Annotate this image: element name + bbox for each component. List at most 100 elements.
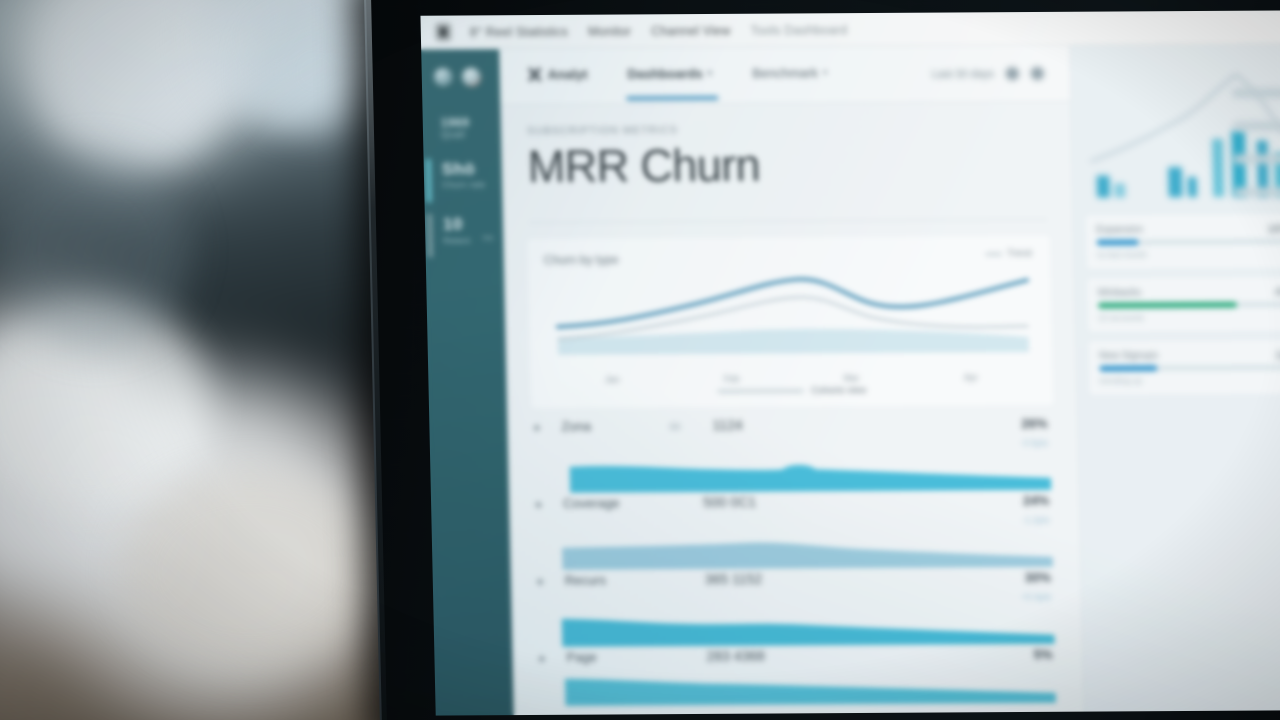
sidebar-item-retention[interactable]: 10 Retent ms [425, 214, 504, 259]
circle-icon: ● [533, 422, 541, 435]
right-rail: Expansion 18% vs last month Winbacks 4% [1069, 44, 1280, 712]
rail-card-expansion[interactable]: Expansion 18% vs last month [1085, 214, 1280, 269]
apple-logo-icon[interactable] [436, 24, 450, 40]
row-header: ● Recurs 365 1152 30% +0.4pts [535, 569, 1058, 608]
bokeh-highlight [256, 12, 376, 132]
sidebar-item-label: Churn rate [442, 179, 486, 191]
rail-card-value: 11x [1275, 349, 1280, 362]
user-avatar-icon[interactable] [433, 67, 454, 87]
main-content: Analyt Dashboards ▾ Benchmark ▾ [499, 45, 1084, 715]
bokeh-highlight [0, 150, 190, 350]
metric-rows-list: ● Zona 86 1124 26% -0.5pts [531, 415, 1060, 715]
chart-legend[interactable]: Trend [985, 248, 1032, 259]
row-percent-group: 5% [1034, 646, 1053, 664]
row-header: ● Coverage 500 0C1 24% -1.2pts [533, 492, 1056, 531]
row-percent: 5% [1033, 647, 1053, 663]
rail-far-placeholder [1232, 121, 1280, 131]
table-row[interactable]: ● Page 283 4368 5% [536, 646, 1060, 715]
x-tick-label: Apr [963, 372, 978, 383]
chart-footer-note: Cohorts view [811, 385, 867, 397]
tab-bar-right: Last 30 days [931, 66, 1045, 81]
rail-card-title: Expansion [1096, 224, 1144, 236]
table-row[interactable]: ● Coverage 500 0C1 24% -1.2pts [533, 492, 1057, 572]
chart-svg [555, 277, 1029, 356]
series-gross-churn [555, 277, 1029, 329]
x-logo-icon [526, 66, 543, 83]
row-percent-delta: +0.4pts [1021, 592, 1052, 603]
table-row[interactable]: ● Zona 86 1124 26% -0.5pts [531, 415, 1055, 495]
chevron-down-icon: ▾ [822, 67, 828, 78]
rail-card-value: 18% [1267, 223, 1280, 236]
date-range-label[interactable]: Last 30 days [931, 67, 994, 81]
app-frame: 1969 Quall Shö Churn rate 10 Retent ms [421, 44, 1280, 716]
rail-progress-fill [1099, 365, 1158, 372]
row-sub: 86 [669, 422, 681, 434]
rail-card-new-signups[interactable]: New Signups 11x trending up [1088, 340, 1280, 395]
sidebar-accent-bar [426, 158, 432, 203]
chart-plot-area [544, 266, 1036, 373]
x-tick-label: Feb [723, 374, 740, 385]
tab-dashboards[interactable]: Dashboards ▾ [627, 66, 712, 86]
rail-card-note: trending up [1099, 375, 1143, 386]
chart-footer: Cohorts view [547, 384, 1037, 398]
row-percent-group: 26% -0.5pts [1020, 415, 1048, 451]
sidebar-brand: 1969 Quall [440, 115, 502, 141]
rail-card-value: 4% [1274, 286, 1280, 299]
tab-benchmark[interactable]: Benchmark ▾ [752, 65, 828, 84]
legend-marker-icon [985, 252, 1002, 256]
chart-title: Churn by type [543, 252, 619, 268]
menubar-item-3[interactable]: Tools Dashboard [750, 22, 848, 38]
rail-progress-track [1096, 238, 1280, 246]
row-name: Recurs [564, 572, 607, 589]
menubar-item-1[interactable]: Monitor [587, 23, 632, 39]
menubar-item-0[interactable]: 8° Reel Statistics [469, 24, 569, 39]
sidebar-item-value: 10 [442, 214, 463, 235]
chart-x-axis: Jan Feb Mar Apr [546, 372, 1036, 385]
row-sparkline-svg [561, 619, 1055, 648]
sidebar-item-value: Shö [441, 158, 476, 179]
row-percent-group: 30% +0.4pts [1021, 569, 1052, 605]
tab-benchmark-label: Benchmark [752, 65, 819, 81]
sidebar-icon-row [422, 63, 501, 87]
chart-footer-rule [717, 389, 804, 394]
row-value: 500 0C1 [702, 493, 757, 511]
page-title: MRR Churn [527, 139, 761, 193]
row-name: Page [566, 649, 598, 666]
rail-card-title: Winbacks [1097, 287, 1142, 299]
menubar-item-2[interactable]: Channel View [651, 23, 731, 38]
row-sparkline [535, 608, 1058, 648]
row-name: Zona [561, 418, 592, 435]
tab-analytics-home[interactable]: Analyt [526, 66, 588, 87]
row-sparkline [534, 531, 1057, 571]
header-divider [528, 219, 1048, 224]
avatar-icon[interactable] [1030, 66, 1045, 81]
tab-dashboards-label: Dashboards [627, 66, 703, 82]
row-sparkline-svg [562, 542, 1053, 571]
x-tick-label: Jan [604, 374, 620, 385]
rail-card-title: New Signups [1098, 350, 1159, 362]
sidebar-brand-line1: 1969 [440, 115, 470, 130]
rail-bar [1114, 183, 1126, 198]
row-value: 1124 [712, 416, 743, 434]
rail-progress-track [1099, 364, 1280, 372]
table-row[interactable]: ● Recurs 365 1152 30% +0.4pts [535, 569, 1059, 649]
sidebar-item-churn-rate[interactable]: Shö Churn rate [424, 158, 503, 203]
sidebar-item-unit: ms [482, 233, 494, 243]
sidebar-brand-line2: Quall [440, 129, 466, 141]
breadcrumb[interactable]: Subscription Metrics [526, 124, 679, 138]
tab-analytics-label: Analyt [547, 66, 588, 82]
row-percent-group: 24% -1.2pts [1021, 492, 1050, 528]
rail-far-placeholder [1234, 187, 1280, 197]
row-sparkline-svg [564, 679, 1056, 707]
rail-bar [1187, 176, 1197, 198]
bell-icon[interactable] [1005, 67, 1020, 81]
rail-card-note: 12 accounts [1098, 312, 1145, 323]
rail-card-winbacks[interactable]: Winbacks 4% 12 accounts [1087, 277, 1280, 332]
activity-icon[interactable] [461, 67, 482, 87]
row-header: ● Page 283 4368 5% [536, 646, 1058, 667]
rail-bar [1096, 175, 1110, 198]
page-header: Subscription Metrics MRR Churn [500, 102, 1072, 205]
row-percent-delta: -0.5pts [1020, 438, 1049, 449]
x-tick-label: Mar [843, 373, 860, 384]
